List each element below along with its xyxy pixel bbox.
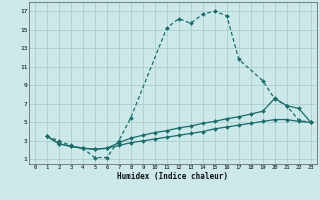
X-axis label: Humidex (Indice chaleur): Humidex (Indice chaleur) <box>117 172 228 181</box>
